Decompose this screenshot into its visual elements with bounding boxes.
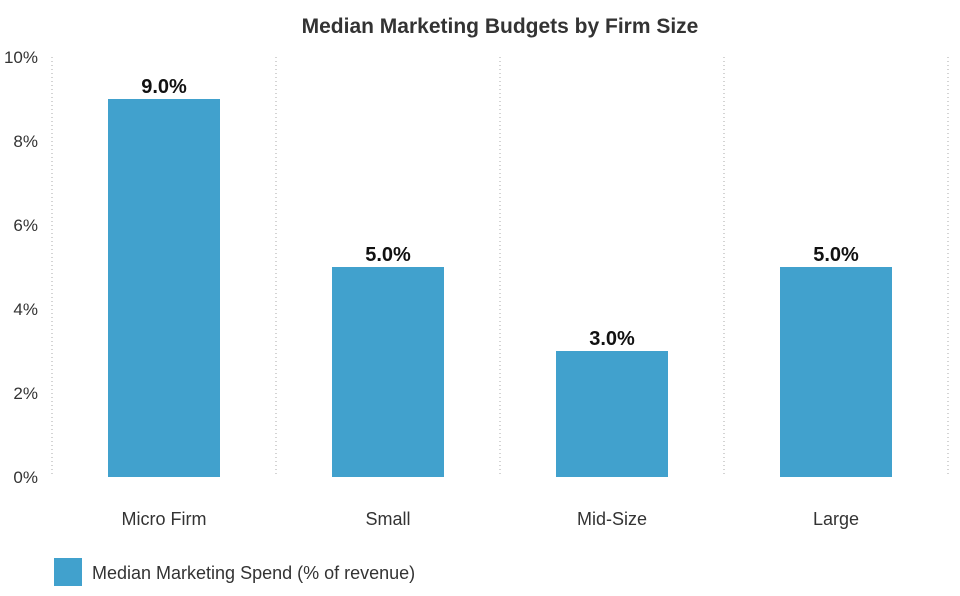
data-label: 5.0% — [813, 244, 859, 266]
chart-title: Median Marketing Budgets by Firm Size — [302, 15, 699, 38]
y-axis-ticks: 0% 2% 4% 6% 8% 10% — [4, 48, 38, 487]
bar — [108, 99, 220, 477]
x-category-label: Mid-Size — [577, 509, 647, 529]
bar-series — [108, 99, 892, 477]
data-labels: 9.0% 5.0% 3.0% 5.0% — [141, 76, 859, 350]
legend: Median Marketing Spend (% of revenue) — [54, 558, 415, 586]
x-category-label: Large — [813, 509, 859, 529]
legend-swatch — [54, 558, 82, 586]
bar — [332, 267, 444, 477]
data-label: 5.0% — [365, 244, 411, 266]
y-tick-label: 8% — [13, 132, 38, 151]
x-category-label: Micro Firm — [122, 509, 207, 529]
bar — [556, 351, 668, 477]
legend-label: Median Marketing Spend (% of revenue) — [92, 563, 415, 583]
y-tick-label: 0% — [13, 468, 38, 487]
y-tick-label: 4% — [13, 300, 38, 319]
y-tick-label: 6% — [13, 216, 38, 235]
x-category-label: Small — [365, 509, 410, 529]
y-tick-label: 10% — [4, 48, 38, 67]
data-label: 9.0% — [141, 76, 187, 98]
bar — [780, 267, 892, 477]
data-label: 3.0% — [589, 328, 635, 350]
y-tick-label: 2% — [13, 384, 38, 403]
x-axis-categories: Micro Firm Small Mid-Size Large — [122, 509, 860, 529]
